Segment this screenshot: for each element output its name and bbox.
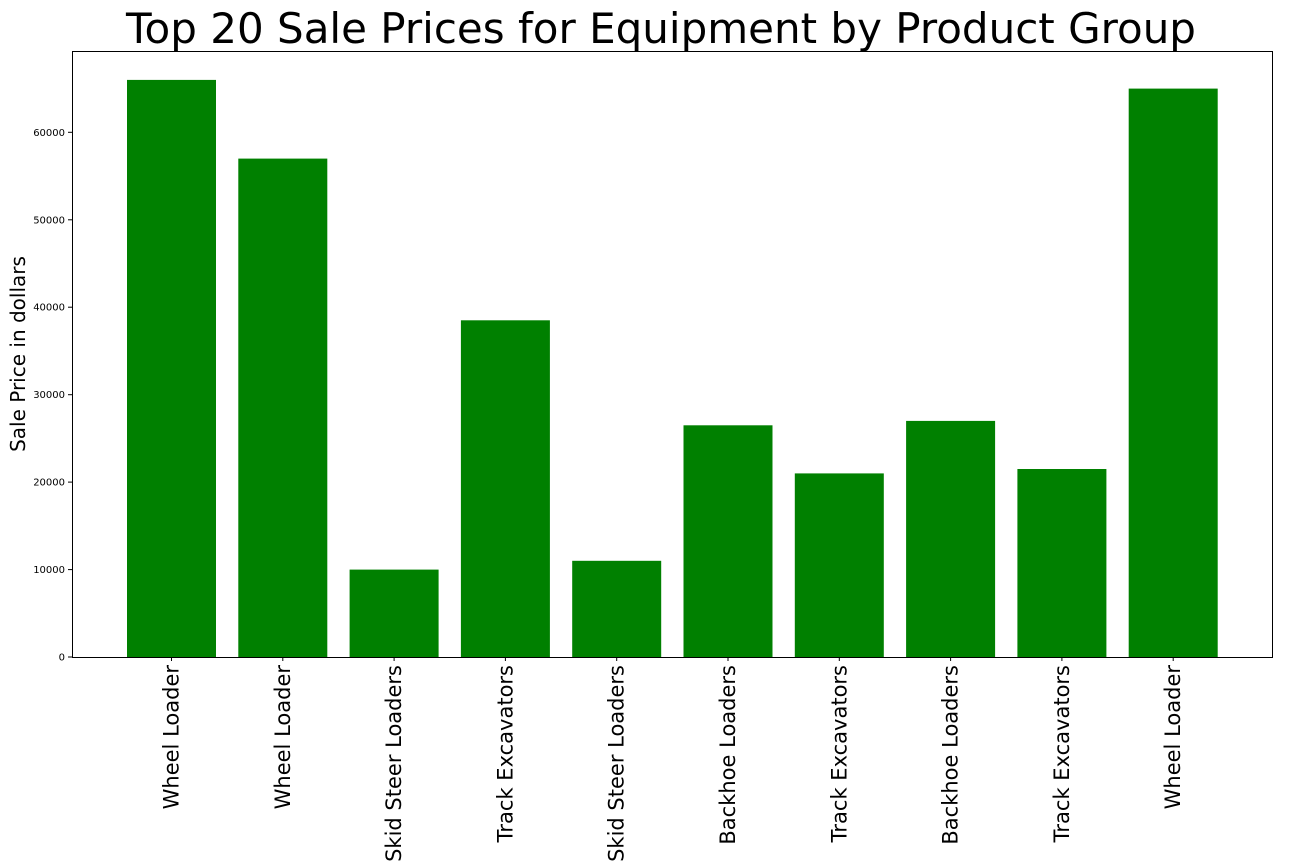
bar-6: [794, 473, 884, 657]
x-tick-label: Wheel Loader: [1161, 665, 1185, 810]
x-tick-label: Wheel Loader: [271, 665, 295, 810]
x-tick-label: Track Excavators: [827, 665, 851, 843]
y-tick-label: 30000: [33, 390, 65, 401]
bar-3: [460, 320, 550, 657]
bar-8: [1017, 469, 1107, 657]
bars-group: [127, 79, 1218, 658]
bar-1: [238, 158, 328, 657]
bar-7: [906, 420, 996, 657]
y-tick-label: 60000: [33, 128, 65, 139]
x-axis-ticks: Wheel Loader Wheel Loader Skid Steer Loade…: [160, 657, 1185, 862]
x-tick-label: Skid Steer Loaders: [605, 665, 629, 862]
bar-9: [1128, 88, 1218, 658]
x-tick-label: Backhoe Loaders: [716, 665, 740, 845]
y-axis-ticks: 0 10000 20000 30000 40000 50000 60000: [33, 128, 72, 664]
y-tick-label: 10000: [33, 565, 65, 576]
x-tick-label: Track Excavators: [493, 665, 517, 843]
x-tick-label: Skid Steer Loaders: [382, 665, 406, 862]
y-tick-label: 50000: [33, 215, 65, 226]
y-tick-label: 0: [59, 653, 65, 664]
bar-2: [349, 569, 439, 657]
y-tick-label: 20000: [33, 478, 65, 489]
x-tick-label: Wheel Loader: [160, 665, 184, 810]
bar-5: [683, 425, 773, 657]
x-tick-label: Track Excavators: [1050, 665, 1074, 843]
y-tick-label: 40000: [33, 303, 65, 314]
y-axis-label: Sale Price in dollars: [6, 256, 30, 452]
chart-title: Top 20 Sale Prices for Equipment by Prod…: [125, 4, 1196, 53]
bar-0: [127, 79, 216, 657]
plot-area-frame: [72, 51, 1273, 658]
bar-4: [572, 560, 662, 657]
x-tick-label: Backhoe Loaders: [939, 665, 963, 845]
